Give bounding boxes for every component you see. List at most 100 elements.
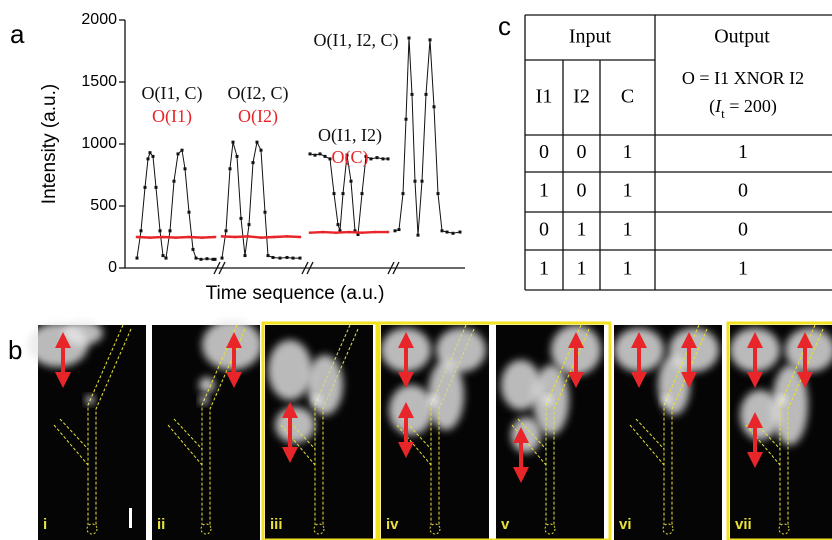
scale-bar — [129, 508, 132, 528]
table-text: 0 — [577, 180, 587, 202]
output-spot — [544, 396, 552, 404]
micrograph: vii — [730, 324, 832, 540]
data-point — [397, 228, 401, 232]
waveguide-end — [200, 523, 212, 535]
output-spot — [778, 396, 786, 404]
y-tick-label: 2000 — [81, 11, 117, 28]
data-point — [413, 179, 417, 183]
image-label: vii — [735, 516, 752, 533]
data-point — [445, 230, 449, 234]
bright-region — [199, 377, 215, 393]
y-tick-label: 0 — [108, 259, 117, 276]
bright-region — [511, 417, 541, 453]
table-text: 1 — [539, 180, 549, 202]
data-point — [158, 229, 162, 233]
data-point — [205, 257, 209, 261]
table-text: 1 — [623, 141, 633, 163]
micrograph: i — [28, 321, 146, 540]
data-point — [407, 36, 411, 40]
annotation: O(I1, C) — [142, 83, 203, 104]
data-point — [243, 254, 247, 258]
panel-label: c — [498, 11, 511, 41]
data-point — [143, 185, 147, 189]
y-axis-label: Intensity (a.u.) — [39, 84, 60, 204]
data-point — [174, 236, 178, 239]
bright-region — [307, 355, 343, 415]
data-point — [187, 235, 191, 239]
data-point — [369, 157, 373, 161]
x-axis-label: Time sequence (a.u.) — [206, 283, 385, 304]
data-point — [373, 230, 377, 234]
output-spot — [313, 396, 321, 404]
data-point — [401, 192, 405, 196]
table-text: 1 — [623, 258, 633, 280]
micrograph: iii — [265, 324, 373, 540]
note-part: ( — [709, 96, 715, 117]
data-point — [420, 179, 424, 183]
waveguide-outline — [745, 324, 824, 525]
bright-region — [428, 360, 464, 430]
data-point — [291, 256, 295, 260]
data-point — [259, 236, 263, 239]
data-point — [323, 154, 327, 158]
table-text: I1 — [536, 86, 553, 108]
data-point — [360, 192, 364, 196]
output-spot — [662, 396, 670, 404]
data-point — [285, 255, 289, 259]
highlight-frame — [726, 321, 832, 540]
bright-region — [63, 321, 103, 345]
panel-label: a — [10, 19, 25, 49]
data-point — [328, 157, 332, 161]
data-point — [432, 105, 436, 109]
data-point — [458, 230, 462, 234]
data-point — [428, 38, 432, 42]
waveguide-outline — [396, 324, 475, 525]
data-point — [164, 256, 168, 260]
data-point — [224, 229, 228, 233]
data-point — [235, 154, 239, 158]
y-tick-label: 1500 — [81, 73, 117, 90]
data-point — [416, 233, 420, 237]
data-line — [136, 230, 388, 239]
data-point — [135, 256, 139, 260]
data-point — [386, 230, 390, 234]
table-text: Output — [714, 26, 770, 48]
data-point — [151, 154, 155, 158]
micrograph: vi — [614, 324, 722, 540]
data-point — [176, 152, 180, 156]
bright-region — [658, 355, 690, 415]
highlight-frame — [261, 321, 379, 540]
data-point — [220, 256, 224, 260]
waveguide-outline — [53, 324, 132, 525]
data-point — [393, 229, 397, 233]
data-point — [338, 229, 342, 233]
data-point — [231, 140, 235, 144]
data-point — [255, 140, 259, 144]
image-label: iv — [386, 516, 399, 533]
data-point — [271, 255, 275, 259]
data-point — [139, 229, 143, 233]
waveguide-end — [429, 523, 441, 535]
data-point — [146, 157, 150, 161]
data-point — [375, 156, 379, 160]
image-label: iii — [270, 516, 283, 533]
image-label: ii — [157, 516, 165, 533]
waveguide-end — [313, 523, 325, 535]
micrograph: ii — [152, 320, 262, 540]
data-point — [187, 210, 191, 214]
waveguide-end — [544, 523, 556, 535]
data-point — [347, 230, 351, 234]
note-part: = 200) — [725, 96, 777, 117]
table-text: C — [621, 86, 634, 108]
data-point — [154, 185, 158, 189]
data-point — [172, 179, 176, 183]
data-point — [213, 257, 217, 261]
data-point — [259, 148, 263, 152]
data-point — [148, 151, 152, 155]
table-note: (It = 200) — [709, 96, 777, 121]
data-point — [298, 256, 302, 260]
table-text: 1 — [738, 258, 748, 280]
data-point — [233, 235, 237, 239]
